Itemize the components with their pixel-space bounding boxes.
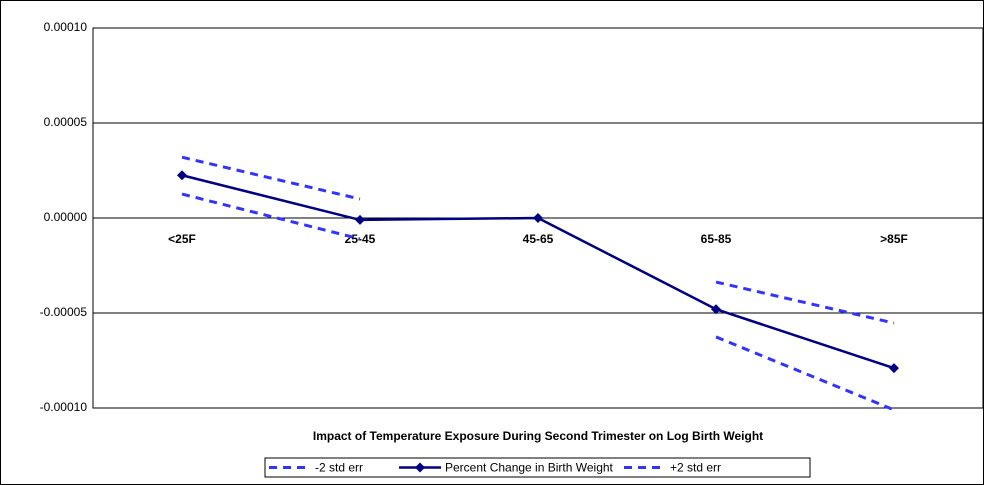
series-line — [181, 155, 895, 325]
legend-marker — [415, 462, 425, 473]
data-point — [355, 214, 365, 225]
x-tick-label: 25-45 — [345, 232, 376, 246]
x-tick-label: 45-65 — [523, 232, 554, 246]
series-line — [181, 192, 895, 412]
chart-title: Impact of Temperature Exposure During Se… — [313, 429, 763, 443]
y-tick-label: -0.00005 — [40, 305, 88, 319]
y-tick-label: 0.00010 — [44, 20, 88, 34]
data-point — [533, 213, 543, 223]
legend-box — [264, 457, 811, 478]
y-tick-label: 0.00005 — [44, 115, 88, 129]
y-tick-label: -0.00010 — [40, 400, 88, 414]
x-tick-label: <25F — [168, 232, 196, 246]
data-point — [711, 304, 721, 315]
x-tick-label: 65-85 — [701, 232, 732, 246]
data-point — [889, 363, 899, 374]
legend-label: Percent Change in Birth Weight — [445, 461, 614, 475]
legend-label: -2 std err — [315, 461, 363, 475]
legend-label: +2 std err — [670, 461, 721, 475]
x-tick-label: >85F — [880, 232, 908, 246]
y-tick-label: 0.00000 — [44, 210, 88, 224]
data-point — [177, 170, 187, 181]
